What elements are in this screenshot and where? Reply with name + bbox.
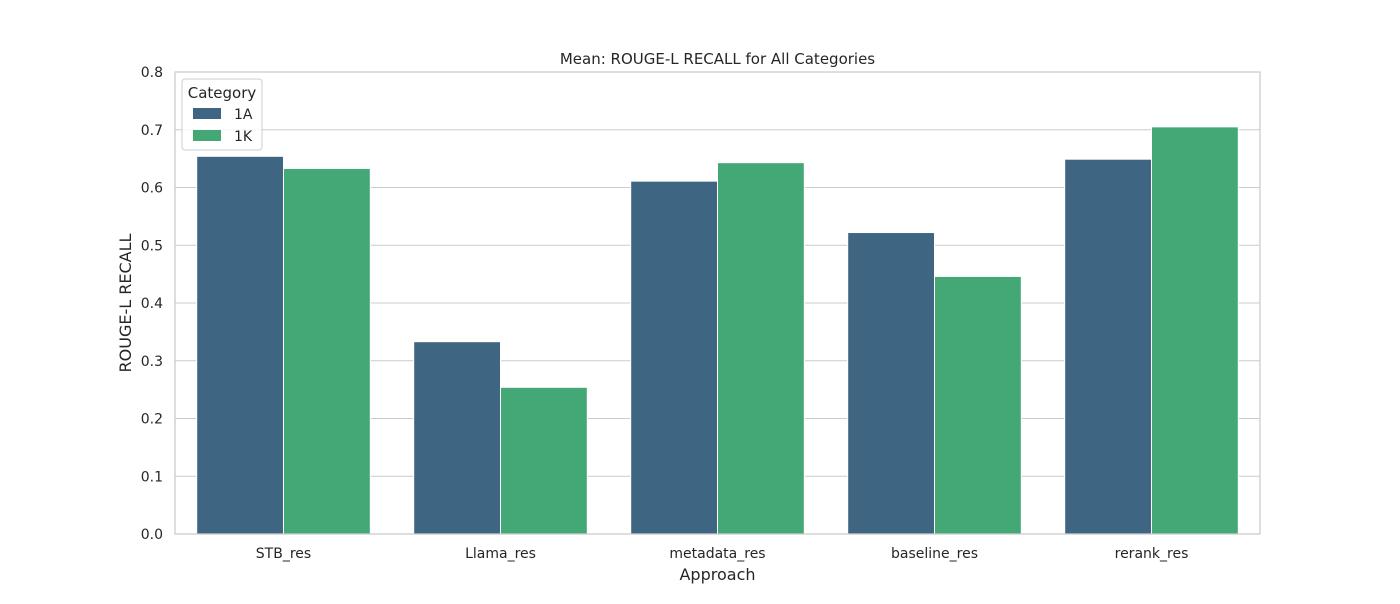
legend-label-1a: 1A <box>234 107 253 123</box>
bar-stb-res-1a <box>196 155 284 535</box>
bar-llama-res-1k <box>500 386 588 535</box>
x-tick-label: metadata_res <box>669 546 765 562</box>
bar-baseline-res-1a <box>847 232 936 535</box>
chart-title: Mean: ROUGE-L RECALL for All Categories <box>560 50 875 68</box>
legend: Category 1A 1K <box>181 78 263 151</box>
legend-swatch-1a <box>193 108 221 119</box>
bar-baseline-res-1k <box>934 275 1022 535</box>
y-tick-label: 0.5 <box>141 238 163 254</box>
bar-metadata-res-1k <box>717 162 805 535</box>
y-axis-ticks: 0.0 0.1 0.2 0.3 0.4 0.5 0.6 0.7 0.8 <box>141 65 163 543</box>
x-axis-ticks: STB_res Llama_res metadata_res baseline_res… <box>256 546 1189 562</box>
bar-rerank-res-1a <box>1064 158 1152 535</box>
x-axis-title: Approach <box>679 565 755 584</box>
x-tick-label: STB_res <box>256 546 311 562</box>
bars <box>196 126 1239 535</box>
y-tick-label: 0.2 <box>141 412 163 428</box>
y-tick-label: 0.6 <box>141 181 163 197</box>
y-tick-label: 0.1 <box>141 469 163 485</box>
bar-stb-res-1k <box>283 167 371 535</box>
y-tick-label: 0.0 <box>141 527 163 543</box>
x-tick-label: Llama_res <box>465 546 536 562</box>
y-tick-label: 0.7 <box>141 123 163 139</box>
y-tick-label: 0.3 <box>141 354 163 370</box>
legend-swatch-1k <box>193 130 221 141</box>
plot-frame <box>174 71 1261 535</box>
y-axis-title: ROUGE-L RECALL <box>116 233 135 372</box>
bar-llama-res-1a <box>413 341 502 535</box>
x-tick-label: baseline_res <box>891 546 978 562</box>
y-tick-label: 0.8 <box>141 65 163 81</box>
y-tick-label: 0.4 <box>141 296 163 312</box>
bar-rerank-res-1k <box>1151 126 1239 535</box>
bar-metadata-res-1a <box>630 180 719 535</box>
x-tick-label: rerank_res <box>1115 546 1189 562</box>
legend-title: Category <box>188 84 257 102</box>
legend-label-1k: 1K <box>234 129 253 145</box>
